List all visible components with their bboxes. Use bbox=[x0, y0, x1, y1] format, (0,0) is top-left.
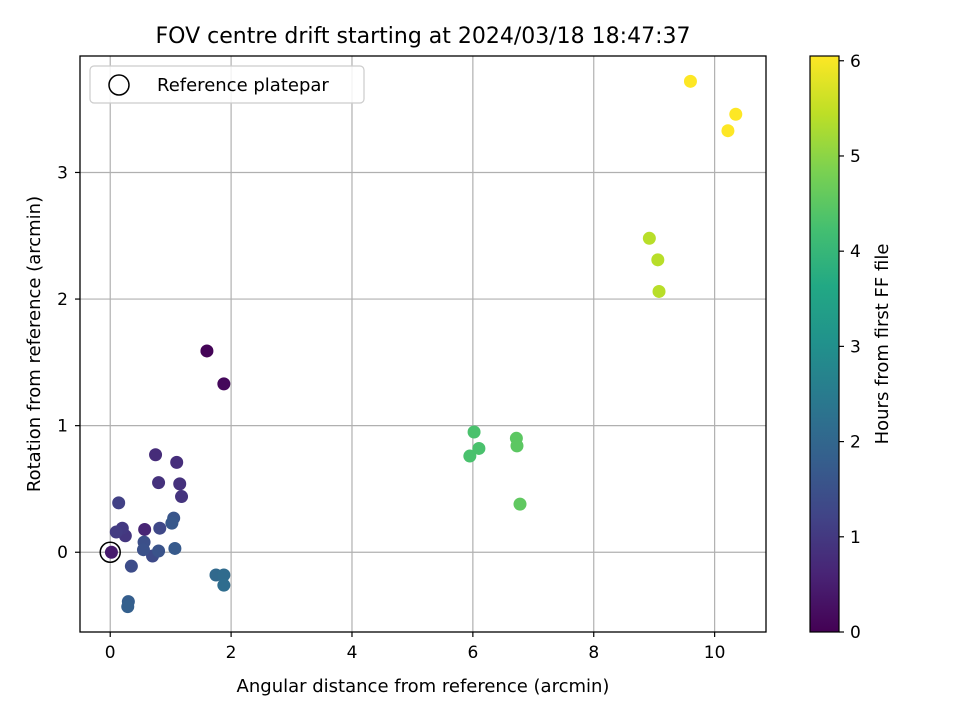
data-point bbox=[467, 425, 481, 439]
y-tick-label: 0 bbox=[57, 543, 68, 563]
y-tick-label: 1 bbox=[57, 417, 68, 437]
data-point bbox=[513, 497, 527, 511]
data-point bbox=[729, 107, 743, 121]
data-point bbox=[217, 578, 231, 592]
data-point bbox=[683, 74, 697, 88]
data-point bbox=[109, 525, 123, 539]
data-point bbox=[170, 455, 184, 469]
data-point bbox=[463, 449, 477, 463]
grid-lines bbox=[80, 56, 766, 632]
legend: Reference platepar bbox=[89, 65, 365, 104]
data-point bbox=[200, 344, 214, 358]
data-point bbox=[652, 284, 666, 298]
colorbar-tick-label: 3 bbox=[850, 337, 861, 357]
colorbar-label: Hours from first FF file bbox=[872, 244, 893, 445]
data-point bbox=[152, 544, 166, 558]
data-point bbox=[136, 543, 150, 557]
chart-title: FOV centre drift starting at 2024/03/18 … bbox=[156, 24, 691, 49]
data-point bbox=[121, 600, 135, 614]
y-tick-label: 3 bbox=[57, 163, 68, 183]
legend-marker-reference bbox=[108, 74, 130, 96]
x-axis-ticks: 0 2 4 6 8 10 bbox=[105, 632, 726, 663]
data-point bbox=[175, 490, 189, 504]
colorbar-tick-label: 6 bbox=[850, 52, 861, 72]
data-point bbox=[168, 541, 182, 555]
data-point bbox=[217, 568, 231, 582]
data-point bbox=[165, 516, 179, 530]
data-point bbox=[642, 231, 656, 245]
x-tick-label: 8 bbox=[588, 643, 599, 663]
x-tick-label: 2 bbox=[226, 643, 237, 663]
data-point bbox=[112, 496, 126, 510]
plot-area-frame bbox=[79, 55, 767, 633]
reference-point-marker bbox=[99, 541, 121, 563]
data-point bbox=[152, 476, 166, 490]
data-point bbox=[153, 521, 167, 535]
x-tick-label: 4 bbox=[347, 643, 358, 663]
x-tick-label: 0 bbox=[105, 643, 116, 663]
data-point bbox=[217, 377, 231, 391]
reference-marker bbox=[99, 541, 121, 563]
colorbar-tick-label: 1 bbox=[850, 528, 861, 548]
data-point bbox=[173, 477, 187, 491]
data-point bbox=[149, 448, 163, 462]
data-point bbox=[472, 441, 486, 455]
x-tick-label: 6 bbox=[467, 643, 478, 663]
colorbar-tick-label: 2 bbox=[850, 433, 861, 453]
data-point bbox=[138, 522, 152, 536]
y-axis-label: Rotation from reference (arcmin) bbox=[24, 196, 45, 492]
data-point bbox=[104, 545, 118, 559]
colorbar-tick-label: 4 bbox=[850, 242, 861, 262]
data-point bbox=[124, 559, 138, 573]
y-axis-ticks: 0 1 2 3 bbox=[57, 163, 80, 563]
colorbar-tick-label: 5 bbox=[850, 147, 861, 167]
colorbar-ticks: 0 1 2 3 4 5 6 bbox=[839, 52, 861, 643]
data-point bbox=[510, 439, 524, 453]
colorbar-gradient bbox=[809, 55, 840, 633]
colorbar: 0 1 2 3 4 5 6 Hours from first FF file bbox=[809, 52, 893, 643]
legend-label-reference: Reference platepar bbox=[157, 75, 329, 96]
data-point bbox=[651, 253, 665, 267]
x-axis-label: Angular distance from reference (arcmin) bbox=[237, 676, 610, 697]
colorbar-tick-label: 0 bbox=[850, 623, 861, 643]
y-tick-label: 2 bbox=[57, 290, 68, 310]
legend-box bbox=[89, 65, 365, 104]
data-point bbox=[721, 124, 735, 138]
x-tick-label: 10 bbox=[704, 643, 726, 663]
data-points bbox=[104, 74, 743, 614]
